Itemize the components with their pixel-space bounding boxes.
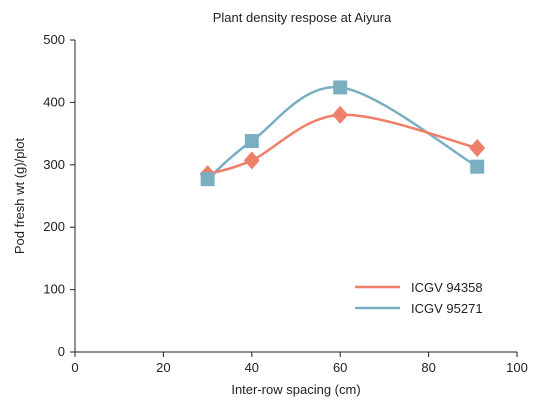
x-tick-label: 60 (333, 360, 347, 375)
data-point-diamond (332, 105, 349, 124)
legend: ICGV 94358 ICGV 95271 (355, 280, 483, 316)
series-markers (199, 80, 486, 187)
x-tick-label: 100 (506, 360, 528, 375)
y-axis-label: Pod fresh wt (g)/plot (12, 137, 27, 254)
y-tick-label: 0 (58, 344, 65, 359)
legend-label: ICGV 95271 (411, 301, 483, 316)
chart-title: Plant density respose at Aiyura (213, 10, 392, 25)
y-tick-label: 400 (43, 94, 65, 109)
data-point-square (333, 80, 348, 95)
series-lines (206, 86, 479, 181)
y-tick-label: 100 (43, 282, 65, 297)
y-tick-label: 300 (43, 157, 65, 172)
series-line-1 (206, 86, 479, 181)
y-ticks: 0 100 200 300 400 500 (43, 32, 75, 359)
data-point-square (200, 172, 215, 187)
legend-label: ICGV 94358 (411, 280, 483, 295)
y-tick-label: 500 (43, 32, 65, 47)
x-ticks: 0 20 40 60 80 100 (71, 352, 528, 375)
series-line-0 (206, 113, 479, 176)
x-tick-label: 80 (421, 360, 435, 375)
x-axis-label: Inter-row spacing (cm) (231, 382, 360, 397)
x-tick-label: 0 (71, 360, 78, 375)
data-point-square (470, 159, 485, 174)
x-tick-label: 40 (245, 360, 259, 375)
plot-area: 0 100 200 300 400 500 0 20 40 60 80 100 (43, 32, 528, 375)
x-tick-label: 20 (156, 360, 170, 375)
y-tick-label: 200 (43, 219, 65, 234)
data-point-diamond (243, 151, 260, 170)
data-point-diamond (469, 138, 486, 157)
data-point-square (244, 134, 259, 149)
